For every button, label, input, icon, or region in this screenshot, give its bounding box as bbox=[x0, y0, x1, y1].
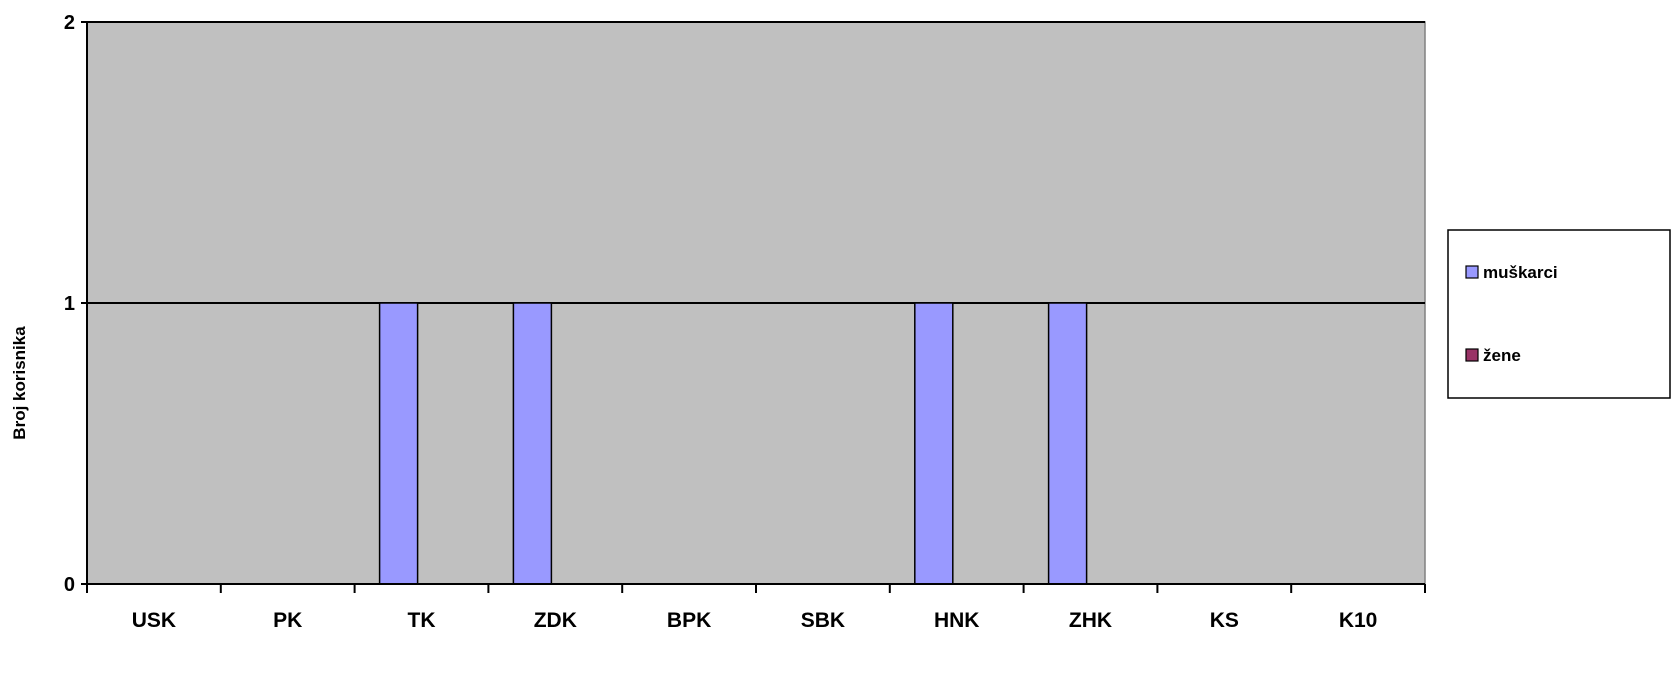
x-tick-label: ZHK bbox=[1069, 609, 1112, 632]
axes: 0 1 2 USK PK TK ZDK BPK SBK HNK ZHK KS K10 bbox=[64, 12, 1426, 632]
y-tick-label: 1 bbox=[64, 293, 75, 315]
bars bbox=[378, 302, 1088, 585]
y-axis-label: Broj korisnika bbox=[10, 326, 29, 440]
x-tick-label: PK bbox=[273, 609, 302, 632]
legend-swatch bbox=[1465, 348, 1479, 362]
y-tick-label: 2 bbox=[64, 12, 75, 34]
legend-entry: žene bbox=[1483, 346, 1521, 365]
y-tick-label: 0 bbox=[64, 574, 75, 596]
x-tick-label: HNK bbox=[934, 609, 980, 632]
x-tick-label: K10 bbox=[1339, 609, 1378, 632]
bar bbox=[914, 302, 954, 585]
x-tick-label: BPK bbox=[667, 609, 711, 632]
x-tick-label: USK bbox=[132, 609, 176, 632]
x-tick-label: SBK bbox=[801, 609, 845, 632]
x-tick-label: KS bbox=[1210, 609, 1239, 632]
bar bbox=[378, 302, 419, 585]
x-tick-label: ZDK bbox=[534, 609, 577, 632]
bar bbox=[512, 302, 553, 585]
x-tick-label: TK bbox=[408, 609, 436, 632]
legend-box bbox=[1447, 229, 1671, 399]
legend-entry: muškarci bbox=[1483, 263, 1558, 282]
legend-swatch bbox=[1465, 265, 1479, 279]
bar bbox=[1047, 302, 1088, 585]
legend: muškarci žene bbox=[1447, 229, 1671, 399]
plot-area bbox=[86, 21, 1426, 585]
